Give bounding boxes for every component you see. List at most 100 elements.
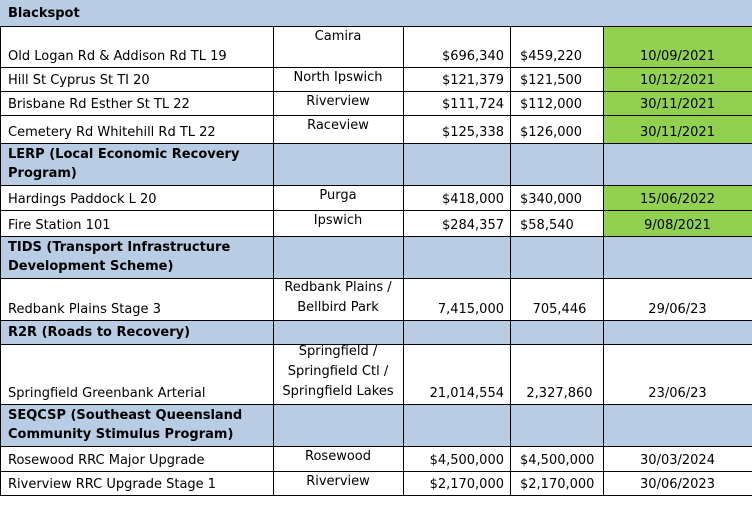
amount-b: 2,327,860 [510,344,603,404]
suburb: Ipswich [273,210,403,236]
grid-line [273,320,274,344]
date-text: 29/06/23 [648,302,707,317]
project-name-text: Brisbane Rd Esther St TL 22 [8,97,190,112]
amount-b-text: $58,540 [520,218,574,233]
grid-line [603,471,604,495]
suburb: Raceview [273,115,403,143]
grid-line [403,67,404,91]
section-header-row [0,236,752,278]
grid-line [403,344,404,404]
amount-a-text: $4,500,000 [429,453,504,468]
date: 10/09/2021 [603,26,752,67]
grid-line [273,471,274,495]
project-name: Hardings Paddock L 20 [0,185,273,210]
amount-a-text: $696,340 [441,49,504,64]
amount-b: $2,170,000 [510,471,603,495]
amount-b-text: $4,500,000 [520,453,595,468]
date-text: 30/11/2021 [640,125,715,140]
grid-line [603,67,604,91]
project-name: Fire Station 101 [0,210,273,236]
grid-line [510,91,511,115]
project-name-text: Hill St Cyprus St TI 20 [8,73,150,88]
suburb: Camira [273,26,403,67]
grid-line [273,446,274,471]
suburb: Riverview [273,91,403,115]
amount-b-text: $459,220 [520,49,583,64]
amount-a-text: $121,379 [441,73,504,88]
project-name: Riverview RRC Upgrade Stage 1 [0,471,273,495]
suburb-text: Ipswich [313,213,363,228]
section-title: SEQCSP (Southeast Queensland Community S… [0,404,273,446]
grid-line [273,236,274,278]
section-header-row [0,0,752,26]
grid-line [273,115,274,143]
grid-line [0,278,1,320]
grid-line [603,278,604,320]
suburb-text: Riverview [306,94,370,109]
section-title-text: LERP (Local Economic Recovery Program) [8,147,240,181]
grid-line [510,278,511,320]
suburb-text: North Ipswich [293,70,383,85]
project-name-text: Springfield Greenbank Arterial [8,386,206,401]
date-text: 30/03/2024 [640,453,715,468]
grid-line [273,67,274,91]
grid-line [0,278,752,279]
amount-b-text: $121,500 [520,73,583,88]
amount-a-text: $2,170,000 [429,477,504,492]
grid-line [0,495,752,496]
grid-line [273,26,274,67]
grid-line [510,210,511,236]
suburb: Rosewood [273,446,403,471]
suburb: Purga [273,185,403,210]
suburb-text: Raceview [307,118,369,133]
date-text: 23/06/23 [648,386,707,401]
grid-line [0,236,752,237]
grid-line [0,471,752,472]
suburb: Riverview [273,471,403,495]
grid-line [510,471,511,495]
amount-b-text: $112,000 [520,97,583,112]
grid-line [0,26,752,27]
grid-line [0,115,1,143]
date: 30/03/2024 [603,446,752,471]
amount-a: $4,500,000 [403,446,510,471]
amount-b: $126,000 [510,115,603,143]
project-name-text: Hardings Paddock L 20 [8,192,157,207]
grid-line [0,344,752,345]
section-title-text: R2R (Roads to Recovery) [8,324,191,340]
grid-line [603,446,604,471]
project-name-text: Fire Station 101 [8,218,111,233]
date-text: 9/08/2021 [644,218,711,233]
project-name-text: Rosewood RRC Major Upgrade [8,453,205,468]
grid-line [603,404,604,446]
grid-line [403,26,404,67]
grid-line [510,67,511,91]
grid-line [0,236,1,278]
amount-b: 705,446 [510,278,603,320]
grid-line [0,320,752,321]
grid-line [510,344,511,404]
grid-line [603,320,604,344]
section-title: R2R (Roads to Recovery) [0,320,273,344]
amount-a: $125,338 [403,115,510,143]
date-text: 30/06/2023 [640,477,715,492]
amount-a-text: $125,338 [441,125,504,140]
date: 15/06/2022 [603,185,752,210]
grid-line [403,210,404,236]
grid-line [273,278,274,320]
section-header-row [0,404,752,446]
date-text: 15/06/2022 [640,192,715,207]
project-name: Hill St Cyprus St TI 20 [0,67,273,91]
grid-line [273,143,274,185]
grid-line [403,91,404,115]
date: 29/06/23 [603,278,752,320]
amount-a-text: 7,415,000 [437,302,504,317]
project-name: Old Logan Rd & Addison Rd TL 19 [0,26,273,67]
amount-a: $696,340 [403,26,510,67]
section-title: LERP (Local Economic Recovery Program) [0,143,273,185]
section-title-text: SEQCSP (Southeast Queensland Community S… [8,408,243,442]
grid-line [0,115,752,116]
amount-b: $340,000 [510,185,603,210]
amount-b: $58,540 [510,210,603,236]
amount-a: $111,724 [403,91,510,115]
